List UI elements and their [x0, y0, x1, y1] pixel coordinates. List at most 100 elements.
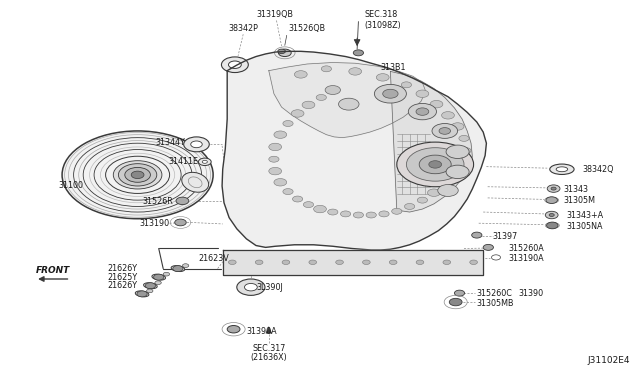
- Circle shape: [278, 49, 291, 57]
- Text: SEC.318: SEC.318: [365, 10, 398, 19]
- Ellipse shape: [143, 283, 157, 289]
- Circle shape: [328, 209, 338, 215]
- Circle shape: [291, 110, 304, 117]
- Circle shape: [302, 101, 315, 109]
- Polygon shape: [222, 51, 486, 250]
- Circle shape: [549, 214, 554, 217]
- Circle shape: [340, 211, 351, 217]
- Circle shape: [470, 260, 477, 264]
- Text: (21636X): (21636X): [250, 353, 287, 362]
- Circle shape: [154, 274, 164, 280]
- Circle shape: [419, 155, 451, 174]
- Circle shape: [362, 260, 370, 264]
- Text: 315260C: 315260C: [477, 289, 513, 298]
- Circle shape: [449, 298, 462, 306]
- Circle shape: [227, 326, 240, 333]
- Circle shape: [366, 212, 376, 218]
- Circle shape: [416, 90, 429, 97]
- Text: 21626Y: 21626Y: [108, 264, 138, 273]
- Circle shape: [125, 167, 150, 182]
- Circle shape: [461, 148, 471, 154]
- Circle shape: [389, 260, 397, 264]
- Ellipse shape: [184, 137, 209, 152]
- Ellipse shape: [198, 158, 211, 166]
- Circle shape: [547, 222, 558, 229]
- Text: 3L390J: 3L390J: [256, 283, 283, 292]
- Circle shape: [316, 94, 326, 100]
- Ellipse shape: [556, 167, 568, 171]
- Circle shape: [428, 189, 440, 196]
- Text: 313190A: 313190A: [509, 254, 545, 263]
- Ellipse shape: [550, 164, 574, 174]
- Circle shape: [147, 289, 153, 293]
- Circle shape: [255, 260, 263, 264]
- Text: 38342P: 38342P: [228, 25, 258, 33]
- Circle shape: [545, 211, 558, 219]
- Text: 31526R: 31526R: [142, 197, 173, 206]
- Circle shape: [274, 131, 287, 138]
- Ellipse shape: [152, 274, 166, 280]
- Circle shape: [483, 244, 493, 250]
- Circle shape: [397, 142, 474, 187]
- Circle shape: [442, 112, 454, 119]
- Text: 31319QB: 31319QB: [257, 10, 294, 19]
- Circle shape: [62, 131, 213, 219]
- Circle shape: [416, 108, 429, 115]
- Circle shape: [353, 50, 364, 56]
- Ellipse shape: [202, 160, 207, 163]
- Circle shape: [244, 283, 257, 291]
- Ellipse shape: [182, 172, 209, 192]
- Ellipse shape: [191, 141, 202, 148]
- Circle shape: [274, 179, 287, 186]
- Circle shape: [269, 143, 282, 151]
- Text: 31100: 31100: [58, 182, 83, 190]
- Circle shape: [551, 187, 556, 190]
- Circle shape: [439, 128, 451, 134]
- Text: FRONT: FRONT: [35, 266, 70, 275]
- Text: 31305NA: 31305NA: [566, 222, 603, 231]
- Circle shape: [269, 156, 279, 162]
- Circle shape: [155, 281, 161, 285]
- Circle shape: [314, 205, 326, 213]
- Circle shape: [269, 167, 282, 175]
- Circle shape: [454, 290, 465, 296]
- Text: 31343: 31343: [563, 185, 588, 194]
- Circle shape: [321, 66, 332, 72]
- Circle shape: [349, 68, 362, 75]
- Circle shape: [294, 71, 307, 78]
- Circle shape: [237, 279, 265, 295]
- Text: 21626Y: 21626Y: [108, 281, 138, 290]
- Circle shape: [459, 135, 469, 141]
- Text: 31411E: 31411E: [168, 157, 198, 166]
- Circle shape: [451, 123, 464, 130]
- Circle shape: [228, 260, 236, 264]
- Circle shape: [137, 291, 147, 297]
- Circle shape: [176, 197, 189, 205]
- Circle shape: [457, 160, 467, 166]
- Text: (31098Z): (31098Z): [365, 21, 401, 30]
- Circle shape: [303, 202, 314, 208]
- Text: 31526QB: 31526QB: [289, 25, 326, 33]
- Circle shape: [379, 211, 389, 217]
- Circle shape: [163, 272, 170, 276]
- Text: 31390A: 31390A: [246, 327, 277, 336]
- Circle shape: [438, 180, 451, 188]
- Circle shape: [446, 165, 469, 179]
- Text: 31397: 31397: [493, 232, 518, 241]
- Circle shape: [353, 212, 364, 218]
- Text: 31343+A: 31343+A: [566, 211, 604, 220]
- Text: J31102E4: J31102E4: [588, 356, 630, 365]
- Circle shape: [374, 84, 406, 103]
- Circle shape: [406, 148, 464, 181]
- Circle shape: [383, 89, 398, 98]
- Circle shape: [283, 189, 293, 195]
- Circle shape: [408, 103, 436, 120]
- Polygon shape: [269, 62, 426, 138]
- Circle shape: [401, 82, 412, 88]
- Circle shape: [131, 171, 144, 179]
- Text: 21623V: 21623V: [198, 254, 229, 263]
- Ellipse shape: [228, 61, 241, 68]
- Circle shape: [278, 49, 285, 54]
- Polygon shape: [390, 71, 472, 212]
- Circle shape: [336, 260, 344, 264]
